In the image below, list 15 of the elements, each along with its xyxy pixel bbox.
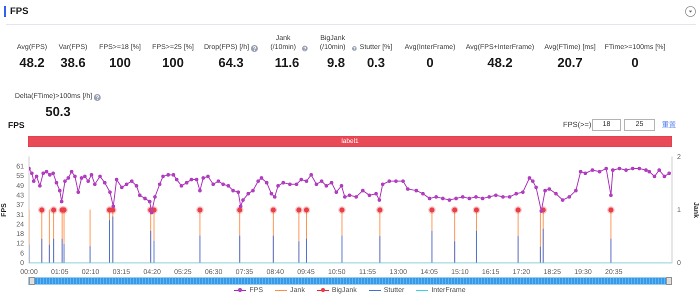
- text: 38.6: [59, 55, 87, 70]
- text: 48.2: [18, 55, 46, 70]
- text: 9.8: [326, 55, 346, 70]
- text: 0.3: [366, 55, 386, 70]
- text: FPS: [10, 6, 28, 17]
- text: 20.7: [556, 55, 584, 70]
- text: 11.6: [274, 55, 300, 70]
- text: 0: [630, 55, 640, 70]
- text: 100: [161, 55, 185, 70]
- text: 50.3: [44, 104, 72, 119]
- text: 0: [425, 55, 435, 70]
- text: 64.3: [217, 55, 245, 70]
- text: 48.2: [486, 55, 514, 70]
- chart-title: FPS: [8, 120, 25, 130]
- text: 100: [108, 55, 132, 70]
